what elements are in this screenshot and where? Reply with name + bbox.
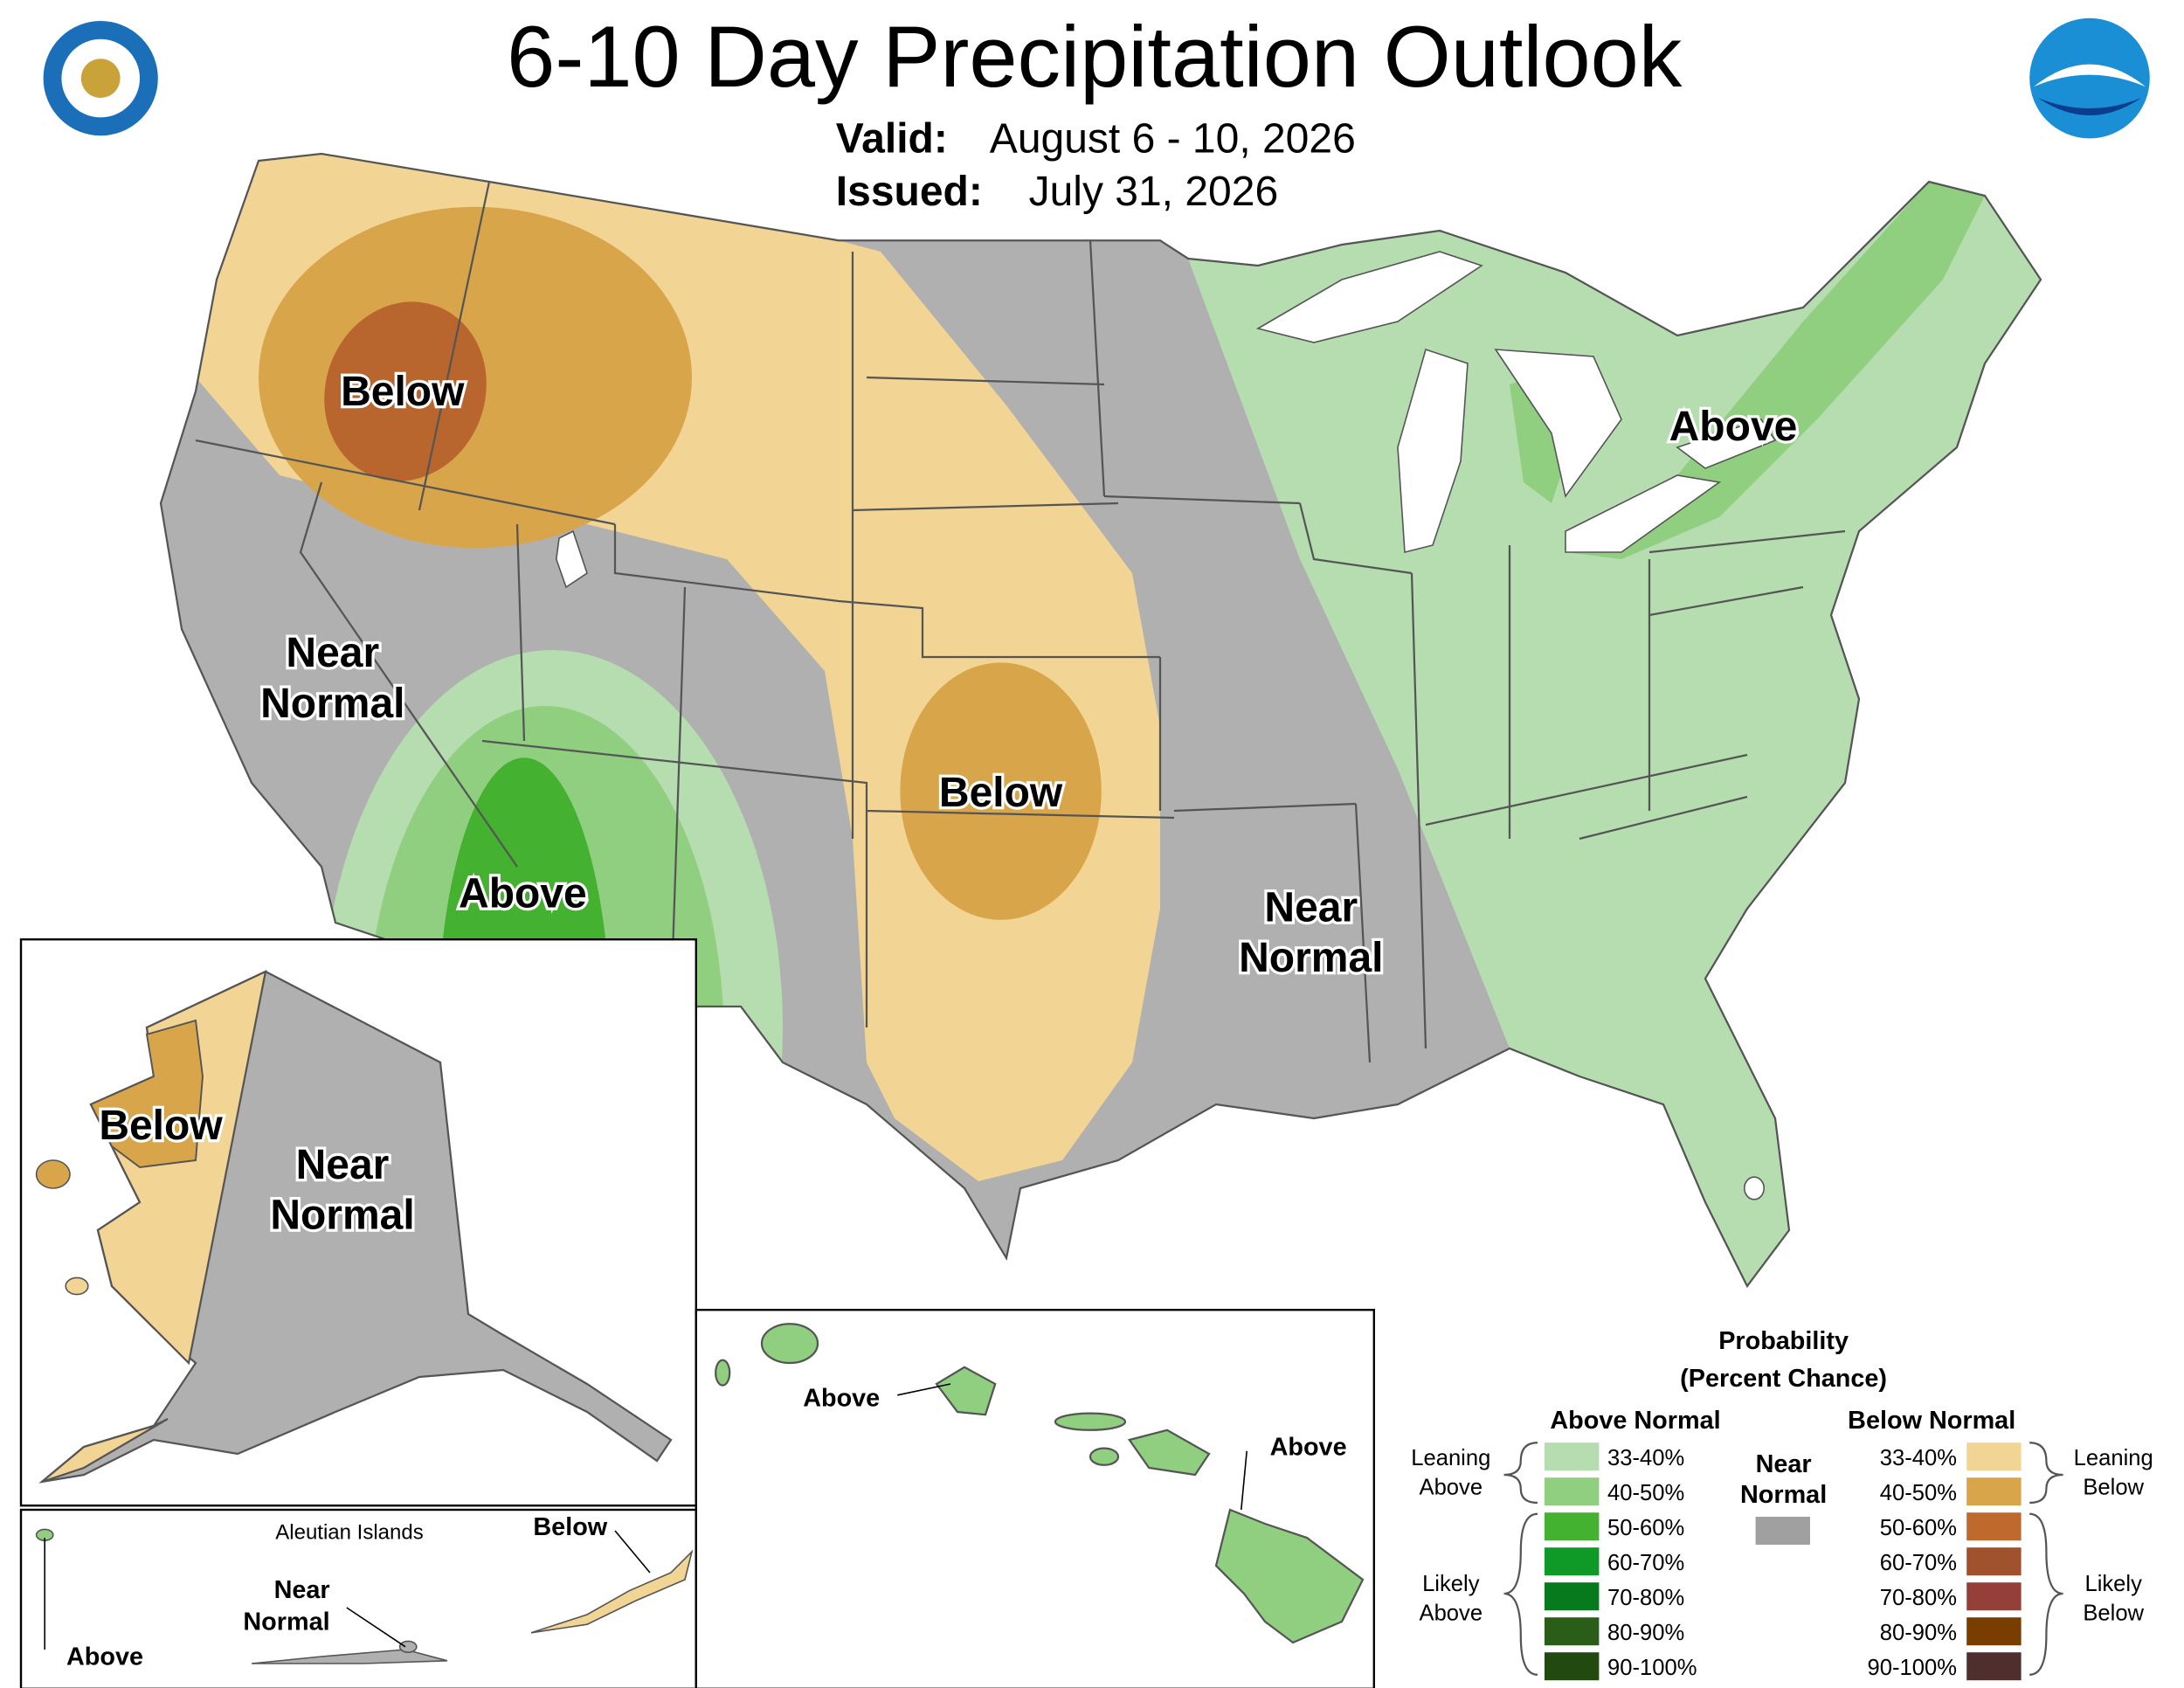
region-label: Normal bbox=[260, 681, 404, 727]
legend-swatch bbox=[1545, 1547, 1600, 1576]
legend-label: 40-50% bbox=[1880, 1481, 1957, 1505]
near-normal-swatch bbox=[1755, 1517, 1810, 1545]
region-label: Near bbox=[286, 630, 379, 676]
legend-label: 60-70% bbox=[1880, 1551, 1957, 1575]
legend-header: Above Normal bbox=[1550, 1407, 1720, 1435]
legend-label: 70-80% bbox=[1607, 1586, 1684, 1610]
legend-label: 33-40% bbox=[1607, 1446, 1684, 1470]
region-label: Below bbox=[533, 1513, 607, 1541]
region-label: Below bbox=[939, 770, 1063, 816]
region-label: Above bbox=[803, 1385, 880, 1413]
region-label: Below bbox=[341, 369, 465, 415]
legend-swatch bbox=[1966, 1652, 2022, 1681]
region-label: Normal bbox=[1239, 935, 1383, 981]
legend-label: 60-70% bbox=[1607, 1551, 1684, 1575]
region-label: Above bbox=[1270, 1434, 1347, 1462]
legend-swatch bbox=[1966, 1512, 2022, 1541]
legend-header: Near bbox=[1756, 1450, 1812, 1478]
region-label: Near bbox=[296, 1142, 390, 1188]
region-label: Below bbox=[99, 1103, 223, 1149]
issued-date: July 31, 2026 bbox=[1029, 169, 1279, 215]
aleutians bbox=[35, 1528, 694, 1664]
legend-swatch bbox=[1545, 1617, 1600, 1646]
region-label: Above bbox=[459, 870, 587, 917]
issued-label: Issued: bbox=[836, 169, 983, 215]
region-label: Near bbox=[1264, 884, 1358, 930]
group-label: Above bbox=[1420, 1475, 1483, 1499]
legend-label: 90-100% bbox=[1607, 1656, 1697, 1680]
commerce-logo bbox=[40, 17, 161, 139]
legend-header: Below Normal bbox=[1848, 1407, 2015, 1435]
group-label: Likely bbox=[2084, 1572, 2142, 1596]
region-label: Normal bbox=[270, 1192, 414, 1238]
legend-label: 90-100% bbox=[1868, 1656, 1957, 1680]
group-label: Above bbox=[1420, 1601, 1483, 1625]
legend-label: 80-90% bbox=[1880, 1621, 1957, 1645]
legend-header: Normal bbox=[1740, 1481, 1827, 1509]
valid-label: Valid: bbox=[836, 115, 948, 162]
legend-swatch bbox=[1545, 1512, 1600, 1541]
alaska bbox=[35, 970, 673, 1484]
legend-swatch bbox=[1545, 1582, 1600, 1611]
legend-swatch bbox=[1545, 1652, 1600, 1681]
legend-swatch bbox=[1966, 1477, 2022, 1506]
legend: Probability (Percent Chance) Above Norma… bbox=[1411, 1327, 2153, 1681]
legend-label: 80-90% bbox=[1607, 1621, 1684, 1645]
valid-dates: August 6 - 10, 2026 bbox=[990, 115, 1356, 162]
legend-label: 70-80% bbox=[1880, 1586, 1957, 1610]
legend-label: 40-50% bbox=[1607, 1481, 1684, 1505]
region-label: Above bbox=[1669, 404, 1798, 450]
legend-title: (Percent Chance) bbox=[1680, 1365, 1887, 1393]
region-label: Near bbox=[274, 1576, 330, 1604]
legend-label: 50-60% bbox=[1880, 1516, 1957, 1540]
legend-swatch bbox=[1545, 1477, 1600, 1506]
legend-swatch bbox=[1966, 1442, 2022, 1471]
group-label: Leaning bbox=[1411, 1446, 1490, 1470]
group-label: Leaning bbox=[2074, 1446, 2153, 1470]
title: 6-10 Day Precipitation Outlook bbox=[507, 9, 1683, 106]
region-label: Above bbox=[66, 1643, 143, 1671]
legend-title: Probability bbox=[1718, 1327, 1849, 1355]
group-label: Below bbox=[2083, 1475, 2144, 1499]
legend-swatch bbox=[1545, 1442, 1600, 1471]
hawaii-inset bbox=[695, 1309, 1375, 1688]
legend-label: 33-40% bbox=[1880, 1446, 1957, 1470]
conus bbox=[159, 152, 2042, 1289]
region-label: Normal bbox=[243, 1608, 329, 1636]
legend-swatch bbox=[1966, 1582, 2022, 1611]
group-label: Likely bbox=[1422, 1572, 1480, 1596]
inset-title: Aleutian Islands bbox=[275, 1521, 423, 1545]
group-label: Below bbox=[2083, 1601, 2144, 1625]
legend-swatch bbox=[1966, 1617, 2022, 1646]
legend-label: 50-60% bbox=[1607, 1516, 1684, 1540]
legend-swatch bbox=[1966, 1547, 2022, 1576]
hawaii bbox=[715, 1323, 1365, 1644]
noaa-logo bbox=[2029, 17, 2150, 139]
